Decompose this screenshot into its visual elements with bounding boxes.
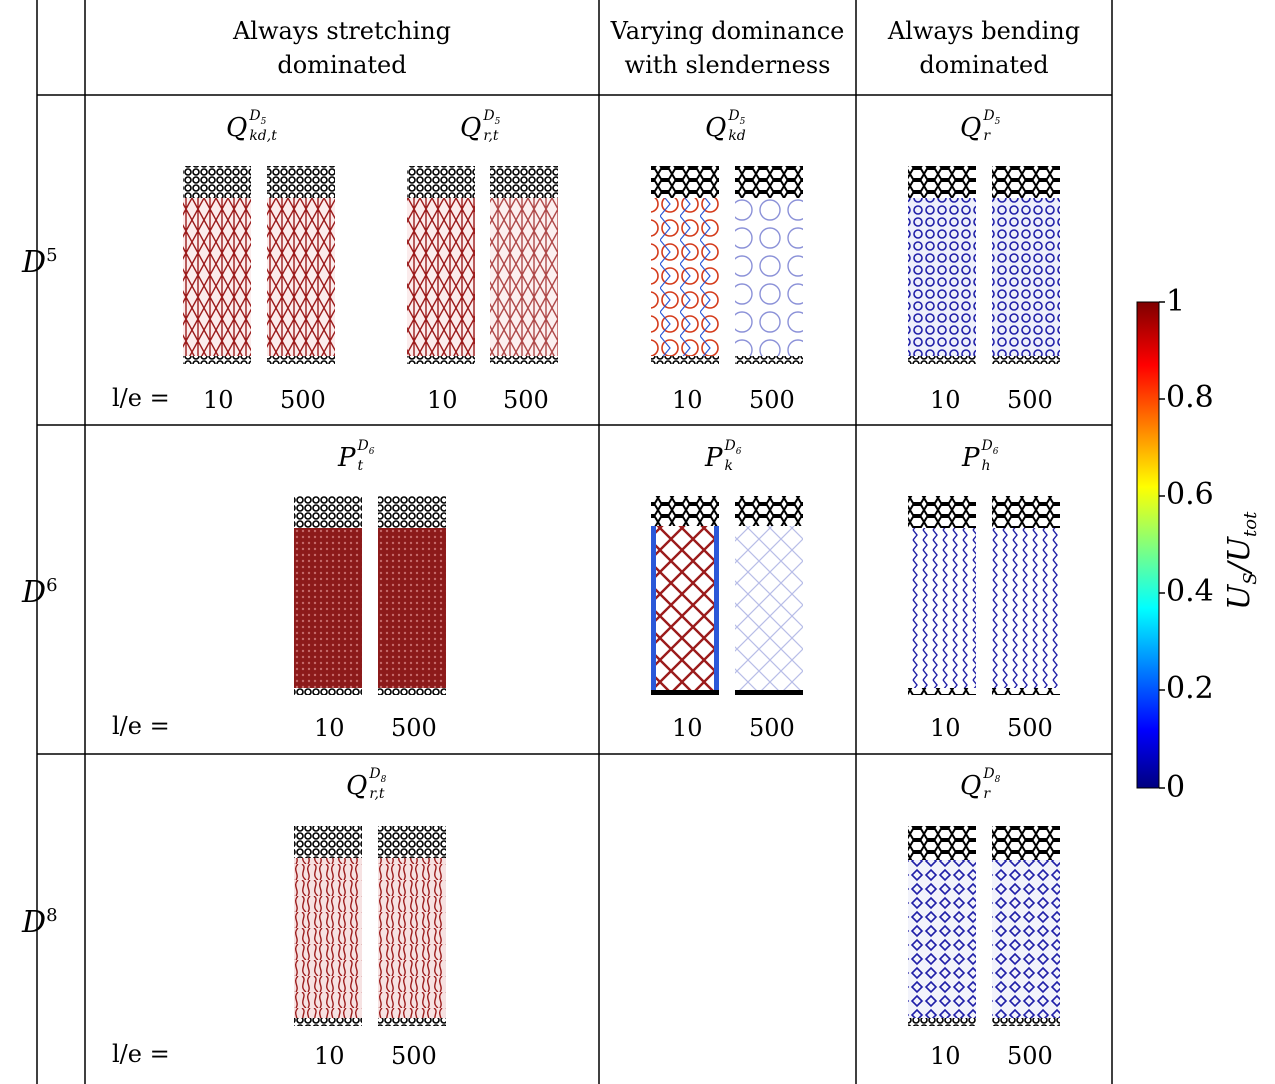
colorbar-tick-0.2: 0.2 xyxy=(1166,671,1214,706)
colorbar-tick-0: 0 xyxy=(1166,770,1186,805)
column-header-bending: Always bending dominated xyxy=(887,17,1081,79)
sample-p-t-10 xyxy=(294,496,362,695)
slenderness-10: 10 xyxy=(930,1042,961,1070)
sample-q-r-d8-500 xyxy=(992,826,1060,1026)
slenderness-500: 500 xyxy=(280,386,326,414)
slenderness-10: 10 xyxy=(314,714,345,742)
cell-name-q-rt-d5: Q D5 r,t xyxy=(460,108,501,144)
sample-q-rt-10 xyxy=(407,166,475,364)
sample-q-r-d5-10 xyxy=(908,166,976,364)
sample-p-k-10 xyxy=(651,496,719,695)
sample-q-rt-500 xyxy=(490,166,558,364)
row-label-d8: D8 xyxy=(22,905,58,940)
sample-q-rt-d8-10 xyxy=(294,826,362,1026)
sample-p-k-500 xyxy=(735,496,803,695)
slenderness-10: 10 xyxy=(314,1042,345,1070)
colorbar-tick-0.4: 0.4 xyxy=(1166,574,1214,609)
colorbar-label: US/Utot xyxy=(1222,511,1261,610)
column-header-varying: Varying dominance with slenderness xyxy=(610,17,845,79)
slenderness-500: 500 xyxy=(749,386,795,414)
colorbar-tick-0.8: 0.8 xyxy=(1166,380,1214,415)
cell-name-p-k-d6: P D6 k xyxy=(705,438,742,474)
slenderness-10: 10 xyxy=(203,386,234,414)
cell-name-p-h-d6: P D6 h xyxy=(962,438,999,474)
slenderness-10: 10 xyxy=(672,714,703,742)
sample-p-t-500 xyxy=(378,496,446,695)
cell-name-q-r-d5: Q D5 r xyxy=(960,108,1001,144)
row-label-d5: D5 xyxy=(22,245,58,280)
cell-name-q-kdt-d5: Q D5 kd,t xyxy=(226,108,277,144)
slenderness-10: 10 xyxy=(930,714,961,742)
column-header-stretching: Always stretching dominated xyxy=(232,17,452,79)
sample-p-h-10 xyxy=(908,496,976,695)
sample-q-r-d5-500 xyxy=(992,166,1060,364)
slenderness-500: 500 xyxy=(749,714,795,742)
sample-p-h-500 xyxy=(992,496,1060,695)
sample-q-kd-500 xyxy=(735,166,803,364)
colorbar-tick-0.6: 0.6 xyxy=(1166,477,1214,512)
le-label-row3: l/e = xyxy=(112,1040,170,1068)
slenderness-10: 10 xyxy=(672,386,703,414)
sample-q-rt-d8-500 xyxy=(378,826,446,1026)
sample-q-r-d8-10 xyxy=(908,826,976,1026)
cell-name-q-kd-d5: Q D5 kd xyxy=(705,108,746,144)
slenderness-10: 10 xyxy=(930,386,961,414)
slenderness-500: 500 xyxy=(503,386,549,414)
slenderness-500: 500 xyxy=(1007,1042,1053,1070)
cell-name-q-r-d8: Q D8 r xyxy=(960,766,1001,802)
cell-name-q-rt-d8: Q D8 r,t xyxy=(346,766,387,802)
le-label-row2: l/e = xyxy=(112,712,170,740)
sample-q-kd-10 xyxy=(651,166,719,364)
slenderness-500: 500 xyxy=(1007,386,1053,414)
cell-name-p-t-d6: P D6 t xyxy=(338,438,375,474)
slenderness-10: 10 xyxy=(427,386,458,414)
slenderness-500: 500 xyxy=(391,1042,437,1070)
le-label-row1: l/e = xyxy=(112,384,170,412)
slenderness-500: 500 xyxy=(391,714,437,742)
sample-q-kdt-500 xyxy=(267,166,335,364)
colorbar-tick-1: 1 xyxy=(1166,284,1186,319)
sample-q-kdt-10 xyxy=(183,166,251,364)
slenderness-500: 500 xyxy=(1007,714,1053,742)
row-label-d6: D6 xyxy=(22,575,58,610)
